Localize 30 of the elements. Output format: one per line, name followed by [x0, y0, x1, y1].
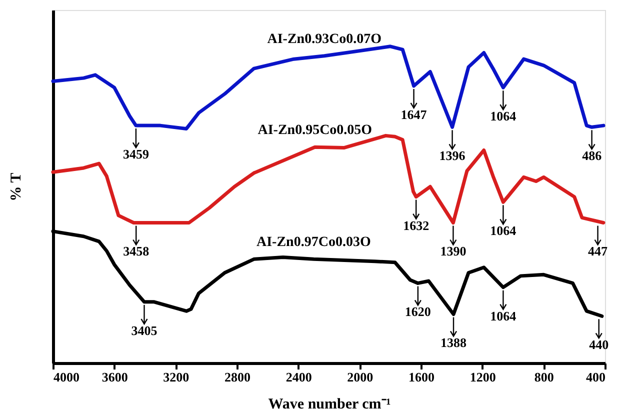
annotation: 1388 [440, 335, 468, 350]
annotation: 3459 [122, 146, 150, 162]
annotation: 1396 [439, 148, 466, 164]
annotation: 447 [588, 244, 608, 259]
x-tick-label: 800 [534, 370, 554, 384]
annotation: 3405 [131, 322, 158, 338]
series-label: AI-Zn0.93Co0.07O [267, 32, 382, 47]
annotation: 1647 [400, 106, 428, 122]
annotation: 486 [582, 148, 602, 164]
annotation: 1620 [404, 304, 431, 320]
y-axis-title: % T [8, 172, 24, 202]
annotation: 3458 [123, 244, 150, 259]
annotation: 1390 [440, 244, 466, 259]
x-axis-title: Wave number cm⁻¹ [268, 396, 391, 412]
x-tick-label: 3200 [163, 370, 190, 384]
annotation: 440 [589, 337, 609, 352]
x-tick-label: 3600 [102, 370, 128, 384]
annotation: 1632 [403, 218, 430, 233]
x-tick-label: 2000 [347, 370, 374, 384]
annotation: 1064 [490, 108, 517, 124]
series-label: AI-Zn0.95Co0.05O [258, 123, 372, 138]
series-label: AI-Zn0.97Co0.03O [256, 235, 371, 250]
x-tick-label: 1600 [408, 370, 434, 384]
x-tick-label: 400 [586, 370, 606, 384]
x-tick-label: 1200 [470, 370, 496, 384]
x-tick-label: 4000 [54, 370, 80, 384]
x-tick-label: 2400 [286, 370, 312, 384]
annotation: 1064 [490, 223, 517, 238]
annotation: 1064 [490, 308, 517, 324]
x-tick-label: 2800 [224, 370, 250, 384]
